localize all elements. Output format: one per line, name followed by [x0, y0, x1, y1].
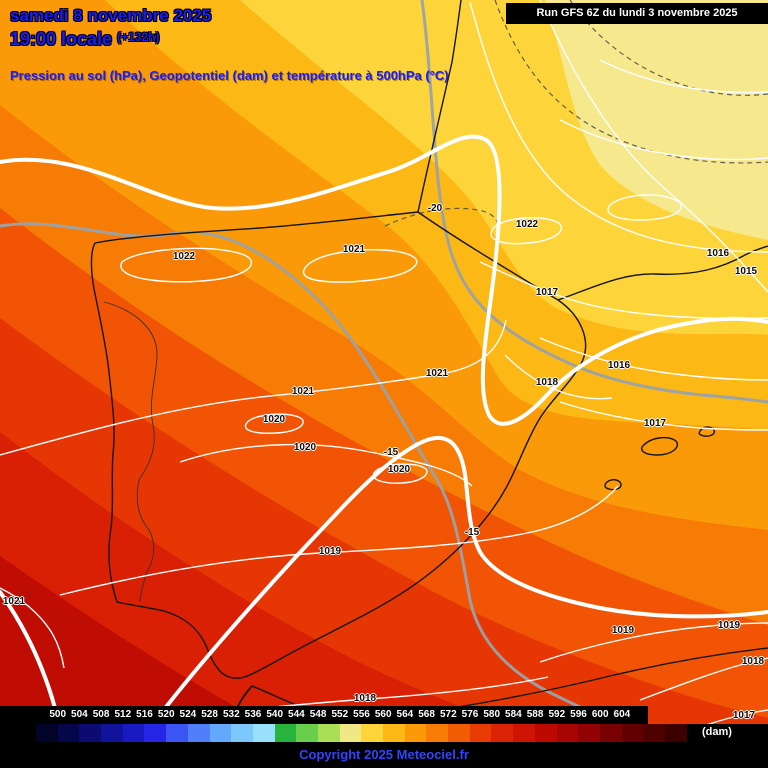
local-time: 19:00 locale	[10, 29, 113, 49]
scale-tick: 500	[49, 709, 67, 720]
scale-unit: (dam)	[702, 726, 732, 738]
scale-tick: 508	[92, 709, 110, 720]
scale-swatch	[643, 724, 665, 742]
scale-swatch	[361, 724, 383, 742]
scale-swatch	[556, 724, 579, 742]
scale-swatch	[101, 724, 123, 742]
scale-swatch	[209, 724, 232, 742]
scale-tick: 544	[288, 709, 305, 720]
scale-swatch	[339, 724, 362, 742]
run-info: Run GFS 6Z du lundi 3 novembre 2025	[506, 3, 768, 24]
scale-swatch	[274, 724, 297, 742]
scale-tick: 572	[439, 709, 457, 720]
date-title: samedi 8 novembre 2025	[10, 6, 212, 25]
scale-swatch	[57, 724, 80, 742]
scale-tick: 604	[613, 709, 631, 720]
map-canvas	[0, 0, 768, 742]
scale-tick-row: 500 504 508 512 516 520 524 528 532 536 540 544 548 5…	[0, 706, 648, 724]
scale-tick: 524	[179, 709, 197, 720]
geopotential-bands	[0, 0, 768, 742]
scale-tick: 532	[222, 709, 240, 720]
map-subtitle: Pression au sol (hPa), Geopotentiel (dam…	[10, 68, 449, 83]
scale-tick: 536	[244, 709, 262, 720]
scale-tick: 552	[331, 709, 349, 720]
scale-swatch	[664, 724, 687, 742]
scale-swatch	[534, 724, 557, 742]
scale-tick: 580	[483, 709, 501, 720]
scale-tick: 584	[505, 709, 522, 720]
scale-swatches	[36, 724, 687, 742]
scale-swatch	[317, 724, 340, 742]
scale-tick: 568	[418, 709, 435, 720]
scale-swatch	[296, 724, 318, 742]
scale-tick: 592	[548, 709, 566, 720]
scale-tick: 596	[570, 709, 587, 720]
scale-swatch	[252, 724, 275, 742]
scale-swatch	[426, 724, 449, 742]
scale-swatch	[621, 724, 644, 742]
copyright-text: Copyright 2025 Meteociel.fr	[299, 747, 469, 762]
scale-tick: 504	[71, 709, 88, 720]
scale-swatch	[144, 724, 167, 742]
scale-swatch	[122, 724, 145, 742]
scale-swatch	[448, 724, 470, 742]
isobar-contours	[0, 0, 768, 742]
scale-swatch	[578, 724, 600, 742]
scale-tick: 560	[374, 709, 392, 720]
scale-swatch	[231, 724, 253, 742]
scale-swatch	[79, 724, 102, 742]
scale-tick: 548	[309, 709, 327, 720]
scale-swatch	[187, 724, 210, 742]
scale-tick: 528	[201, 709, 218, 720]
scale-tick: 520	[157, 709, 175, 720]
scale-swatch	[599, 724, 622, 742]
scale-tick: 556	[353, 709, 370, 720]
scale-tick: 576	[461, 709, 479, 720]
scale-swatch	[166, 724, 188, 742]
scale-tick: 512	[114, 709, 132, 720]
scale-tick: 588	[526, 709, 544, 720]
scale-tick: 540	[266, 709, 284, 720]
time-title: 19:00 locale (+132h)	[10, 29, 159, 50]
scale-swatch	[469, 724, 492, 742]
scale-tick: 600	[591, 709, 609, 720]
scale-swatch	[404, 724, 427, 742]
scale-swatch	[491, 724, 514, 742]
color-scale-bar: (dam)	[0, 724, 768, 742]
scale-swatch	[383, 724, 405, 742]
copyright-bar: Copyright 2025 Meteociel.fr	[0, 742, 768, 768]
scale-swatch	[36, 724, 58, 742]
scale-tick: 564	[396, 709, 414, 720]
scale-tick: 516	[136, 709, 153, 720]
scale-swatch	[513, 724, 535, 742]
forecast-offset: (+132h)	[117, 30, 160, 44]
